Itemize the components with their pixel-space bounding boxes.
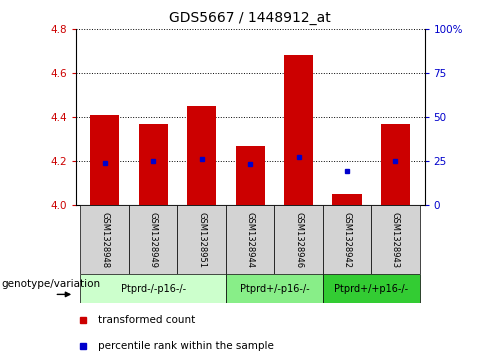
Bar: [371, 205, 420, 274]
Bar: [323, 205, 371, 274]
Bar: [274, 205, 323, 274]
Text: Ptprd+/+p16-/-: Ptprd+/+p16-/-: [334, 284, 408, 294]
Bar: [226, 205, 274, 274]
Bar: [187, 106, 216, 205]
Bar: [81, 205, 129, 274]
Bar: [178, 205, 226, 274]
Text: Ptprd-/-p16-/-: Ptprd-/-p16-/-: [121, 284, 186, 294]
Bar: [90, 115, 119, 205]
Text: GSM1328949: GSM1328949: [149, 212, 158, 268]
Text: GSM1328944: GSM1328944: [245, 212, 255, 268]
Text: genotype/variation: genotype/variation: [1, 279, 101, 289]
Text: percentile rank within the sample: percentile rank within the sample: [98, 341, 274, 351]
Bar: [139, 124, 168, 205]
Text: transformed count: transformed count: [98, 315, 196, 325]
Bar: [332, 194, 362, 205]
Text: GSM1328951: GSM1328951: [197, 212, 206, 268]
Bar: [236, 146, 264, 205]
Bar: [284, 56, 313, 205]
Bar: [81, 274, 226, 303]
Text: GSM1328948: GSM1328948: [100, 212, 109, 268]
Text: GSM1328942: GSM1328942: [343, 212, 351, 268]
Text: GSM1328943: GSM1328943: [391, 212, 400, 268]
Text: Ptprd+/-p16-/-: Ptprd+/-p16-/-: [240, 284, 309, 294]
Bar: [129, 205, 178, 274]
Bar: [323, 274, 420, 303]
Text: GSM1328946: GSM1328946: [294, 212, 303, 268]
Title: GDS5667 / 1448912_at: GDS5667 / 1448912_at: [169, 11, 331, 25]
Bar: [381, 124, 410, 205]
Bar: [226, 274, 323, 303]
